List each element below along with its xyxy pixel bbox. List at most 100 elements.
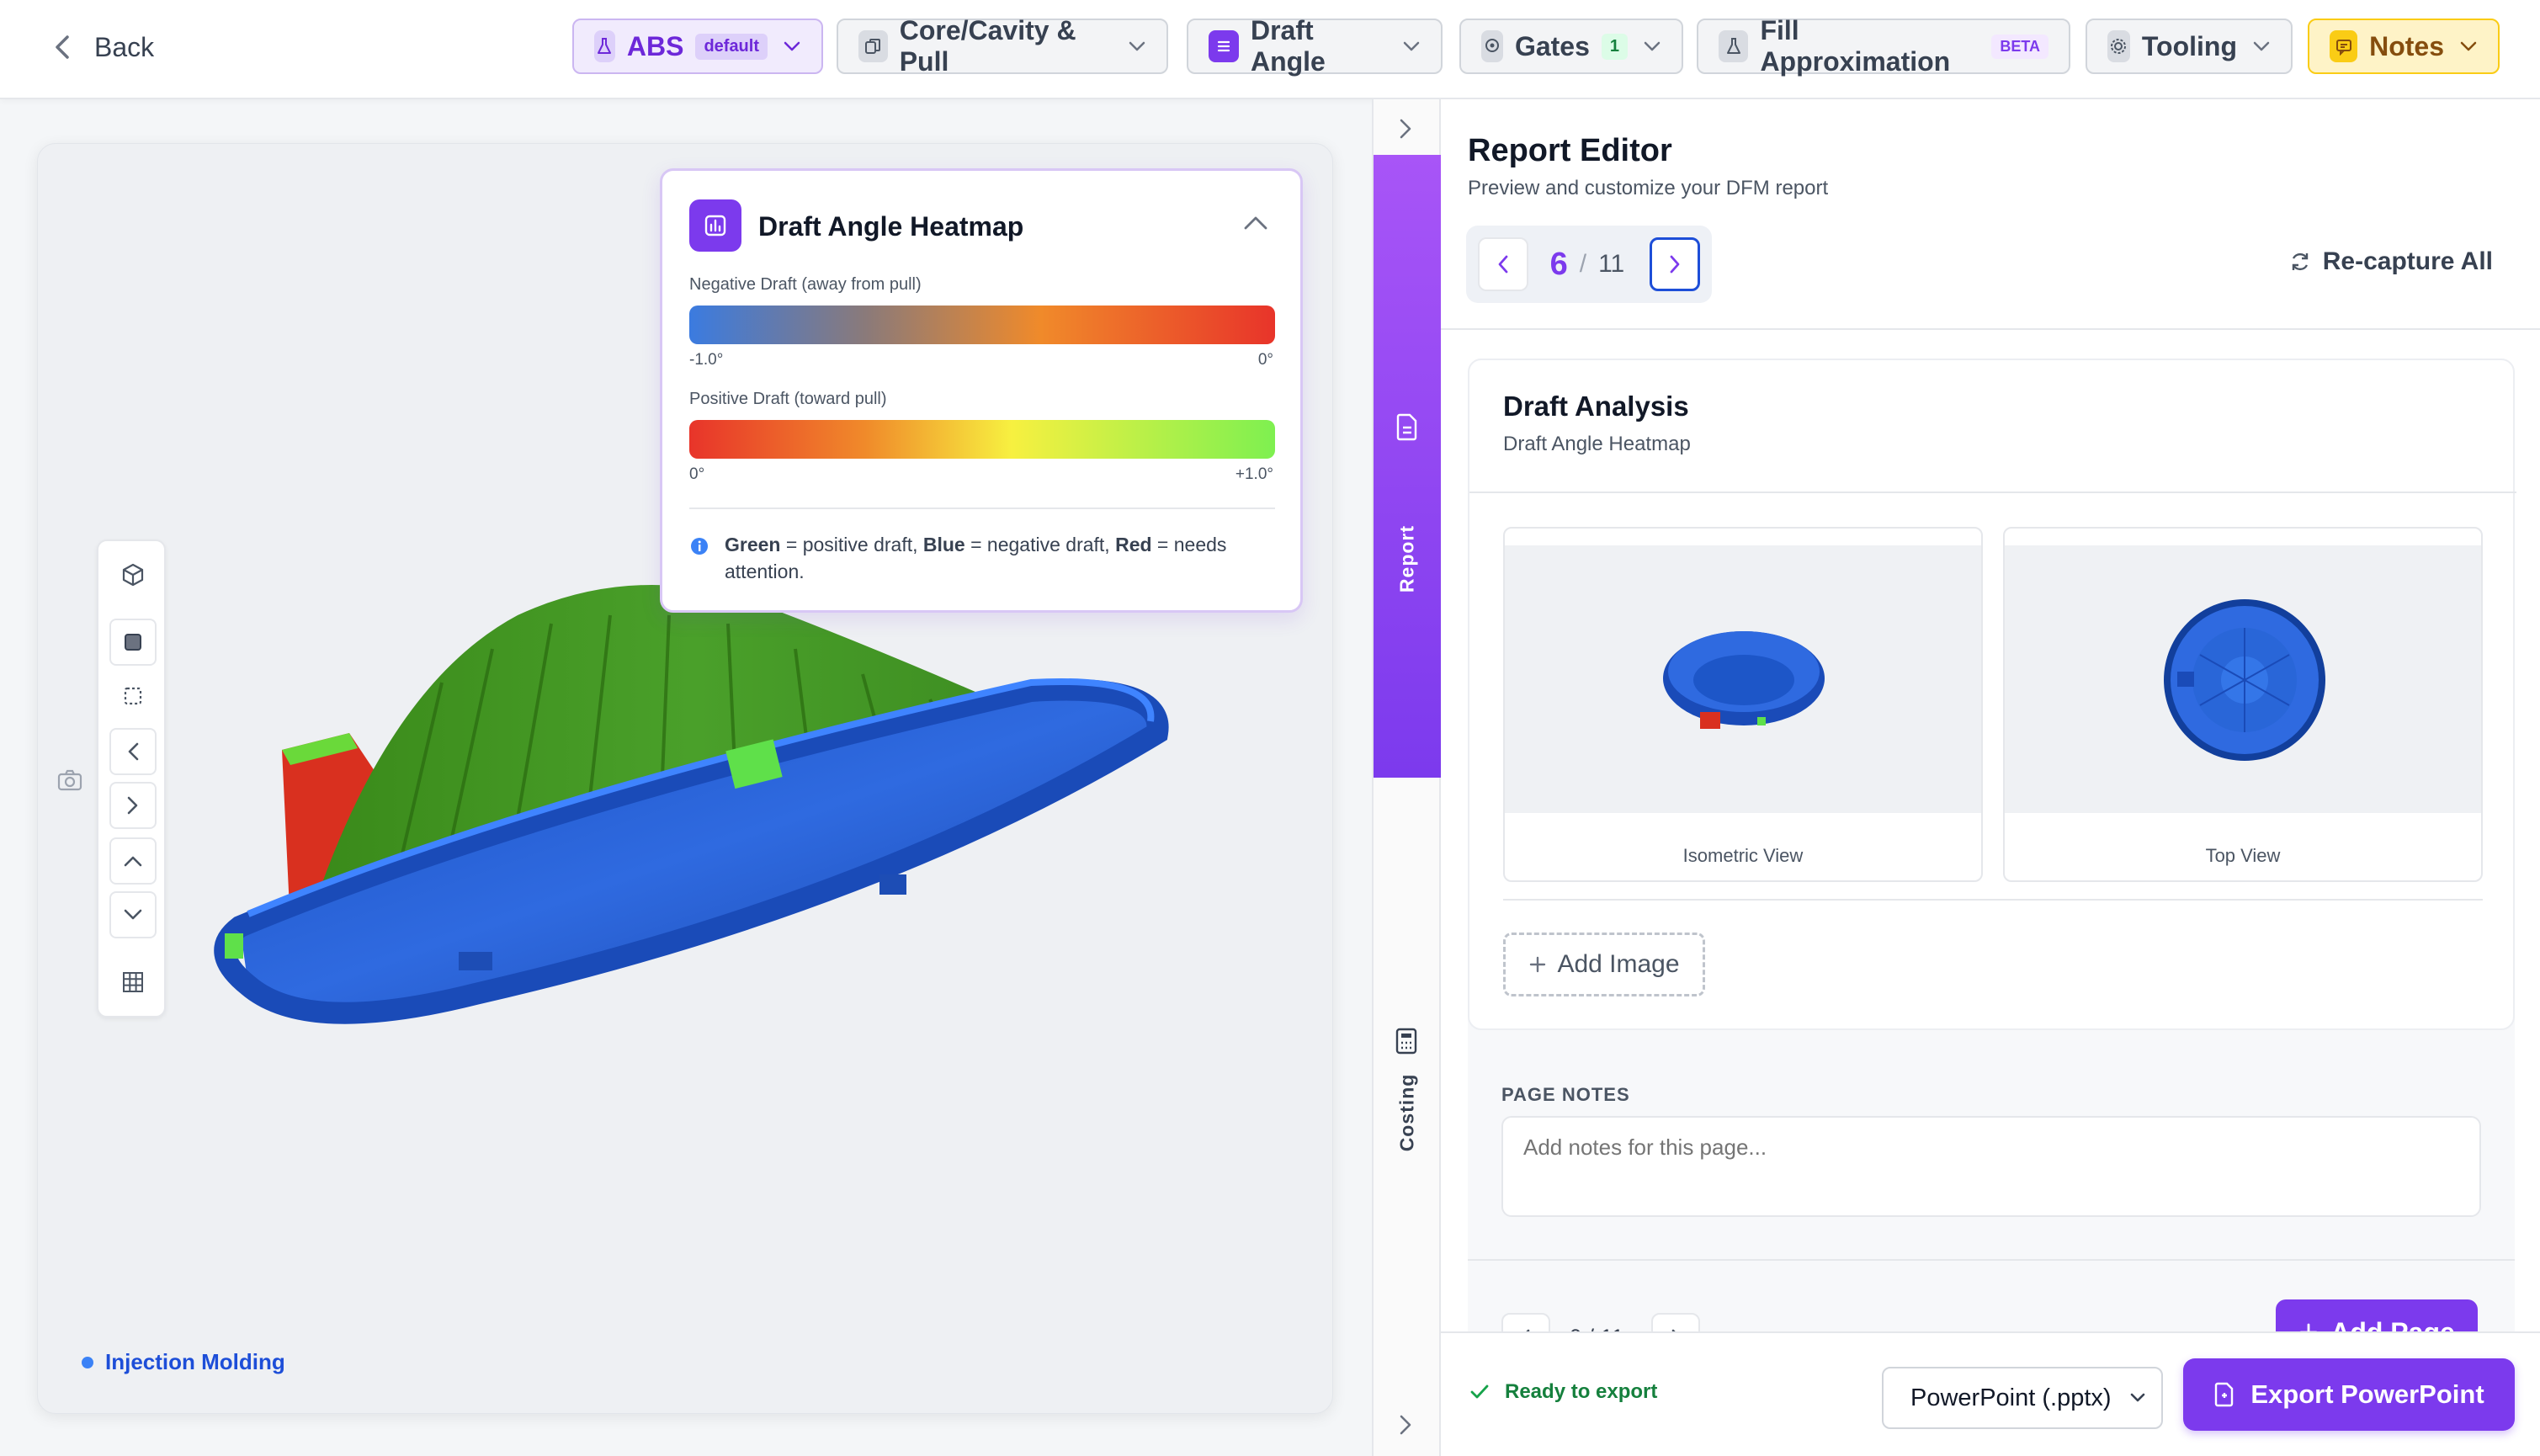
tab-costing[interactable]: Costing	[1374, 1018, 1441, 1161]
chevron-down-icon	[2252, 40, 2271, 52]
tab-gates[interactable]: Gates 1	[1459, 19, 1683, 74]
collapse-chevron-up-icon[interactable]	[1243, 215, 1268, 231]
status-dot	[82, 1356, 93, 1368]
gates-count-badge: 1	[1601, 33, 1628, 60]
tab-notes[interactable]: Notes	[2308, 19, 2500, 74]
divider	[1441, 328, 2540, 330]
3d-viewport[interactable]: Injection Molding	[37, 143, 1333, 1414]
checkmark-icon	[1469, 1384, 1490, 1400]
recapture-all-button[interactable]: Re-capture All	[2289, 247, 2493, 276]
prev-page-button[interactable]	[1478, 237, 1528, 291]
tab-gates-label: Gates	[1514, 30, 1590, 61]
note-icon	[2330, 30, 2358, 62]
report-page-preview: Draft Analysis Draft Angle Heatmap Isome…	[1468, 359, 2516, 1427]
top-view-image	[2005, 545, 2481, 813]
recapture-label: Re-capture All	[2322, 247, 2493, 275]
positive-draft-label: Positive Draft (toward pull)	[689, 390, 887, 408]
legend-red: Red	[1115, 534, 1152, 555]
tab-draft-angle[interactable]: Draft Angle	[1187, 15, 1443, 77]
chevron-down-icon	[2129, 1392, 2146, 1404]
isometric-view-caption: Isometric View	[1682, 845, 1804, 866]
negative-max-tick: 0°	[1257, 351, 1273, 369]
tab-costing-label: Costing	[1395, 1073, 1418, 1152]
positive-draft-gradient	[689, 420, 1275, 459]
document-icon	[1394, 412, 1421, 441]
process-label: Injection Molding	[105, 1349, 285, 1374]
tab-material[interactable]: ABS default	[572, 19, 823, 74]
tab-tooling-label: Tooling	[2141, 30, 2237, 61]
top-view-caption: Top View	[2205, 845, 2281, 866]
tab-core-cavity[interactable]: Core/Cavity & Pull	[837, 15, 1168, 77]
export-status-label: Ready to export	[1505, 1380, 1658, 1403]
add-image-button[interactable]: Add Image	[1503, 933, 1705, 996]
report-editor-panel: Report Editor Preview and customize your…	[1441, 99, 2540, 1456]
heatmap-title: Draft Angle Heatmap	[758, 211, 1024, 242]
export-bar: Ready to export PowerPoint (.pptx) Expor…	[1441, 1331, 2540, 1456]
page-navigator: 6 / 11	[1466, 226, 1712, 303]
add-image-label: Add Image	[1557, 950, 1680, 978]
legend-blue-text: = negative draft,	[964, 534, 1116, 555]
chevron-down-icon	[1128, 40, 1146, 52]
export-button-label: Export PowerPoint	[2250, 1379, 2484, 1409]
legend-blue: Blue	[922, 534, 965, 555]
export-powerpoint-button[interactable]: Export PowerPoint	[2183, 1358, 2515, 1431]
view-toolbar	[97, 539, 166, 1018]
wireframe-view-icon[interactable]	[109, 672, 157, 720]
tab-draft-angle-label: Draft Angle	[1250, 15, 1326, 77]
expand-chevron-right-icon[interactable]	[1395, 116, 1416, 141]
rotate-up-icon[interactable]	[109, 837, 157, 885]
page-notes-label: PAGE NOTES	[1501, 1084, 1630, 1105]
total-pages: 11	[1598, 250, 1625, 278]
panel-subtitle: Preview and customize your DFM report	[1468, 177, 1829, 199]
divider	[1469, 492, 2516, 493]
solid-view-icon[interactable]	[109, 619, 157, 666]
top-view-part-render	[2164, 599, 2325, 761]
chevron-down-icon	[1402, 40, 1421, 52]
rotate-left-icon[interactable]	[109, 728, 157, 775]
page-separator: /	[1579, 250, 1587, 278]
process-indicator: Injection Molding	[82, 1349, 285, 1375]
positive-min-tick: 0°	[689, 465, 705, 483]
tab-fill-approximation[interactable]: Fill Approximation BETA	[1697, 15, 2070, 77]
grid-icon[interactable]	[109, 959, 157, 1006]
collapse-chevron-right-icon[interactable]	[1395, 1412, 1416, 1437]
plus-icon	[1528, 955, 1547, 974]
tab-tooling[interactable]: Tooling	[2086, 19, 2293, 74]
tab-report[interactable]: Report	[1374, 155, 1441, 778]
chevron-down-icon	[783, 40, 801, 52]
camera-icon[interactable]	[51, 762, 88, 799]
export-format-value: PowerPoint (.pptx)	[1910, 1384, 2112, 1411]
chevron-left-icon	[50, 34, 74, 61]
export-format-select[interactable]: PowerPoint (.pptx)	[1882, 1367, 2163, 1429]
flask-icon	[594, 30, 615, 62]
page-subtitle: Draft Angle Heatmap	[1503, 433, 1691, 455]
back-button[interactable]: Back	[50, 24, 154, 71]
cube-icon[interactable]	[109, 551, 157, 598]
page-notes-field[interactable]	[1501, 1116, 2481, 1217]
rotate-down-icon[interactable]	[109, 891, 157, 938]
heatmap-legend-card: Draft Angle Heatmap Negative Draft (away…	[660, 168, 1303, 613]
refresh-icon	[2289, 251, 2311, 273]
tab-report-label: Report	[1395, 524, 1418, 593]
rotate-right-icon[interactable]	[109, 782, 157, 829]
next-page-button[interactable]	[1650, 237, 1700, 291]
calculator-icon	[1394, 1027, 1419, 1055]
back-label: Back	[94, 31, 155, 62]
isometric-view-image	[1505, 545, 1981, 813]
chevron-down-icon	[2459, 40, 2478, 52]
info-icon	[689, 536, 709, 556]
legend-red-text: = needs attention.	[725, 534, 1227, 582]
legend-green-text: = positive draft,	[780, 534, 923, 555]
part-model-render[interactable]	[38, 144, 1334, 1415]
chevron-down-icon	[1643, 40, 1661, 52]
default-badge: default	[695, 33, 768, 60]
negative-draft-gradient	[689, 306, 1275, 344]
layers-icon	[858, 30, 888, 62]
tab-core-cavity-label: Core/Cavity & Pull	[899, 15, 1076, 77]
export-status: Ready to export	[1469, 1380, 1657, 1404]
list-icon	[1209, 30, 1239, 62]
gear-icon	[2107, 30, 2130, 62]
isometric-view-thumbnail[interactable]: Isometric View	[1503, 527, 1983, 882]
top-view-thumbnail[interactable]: Top View	[2003, 527, 2483, 882]
flask-icon	[1719, 30, 1749, 62]
